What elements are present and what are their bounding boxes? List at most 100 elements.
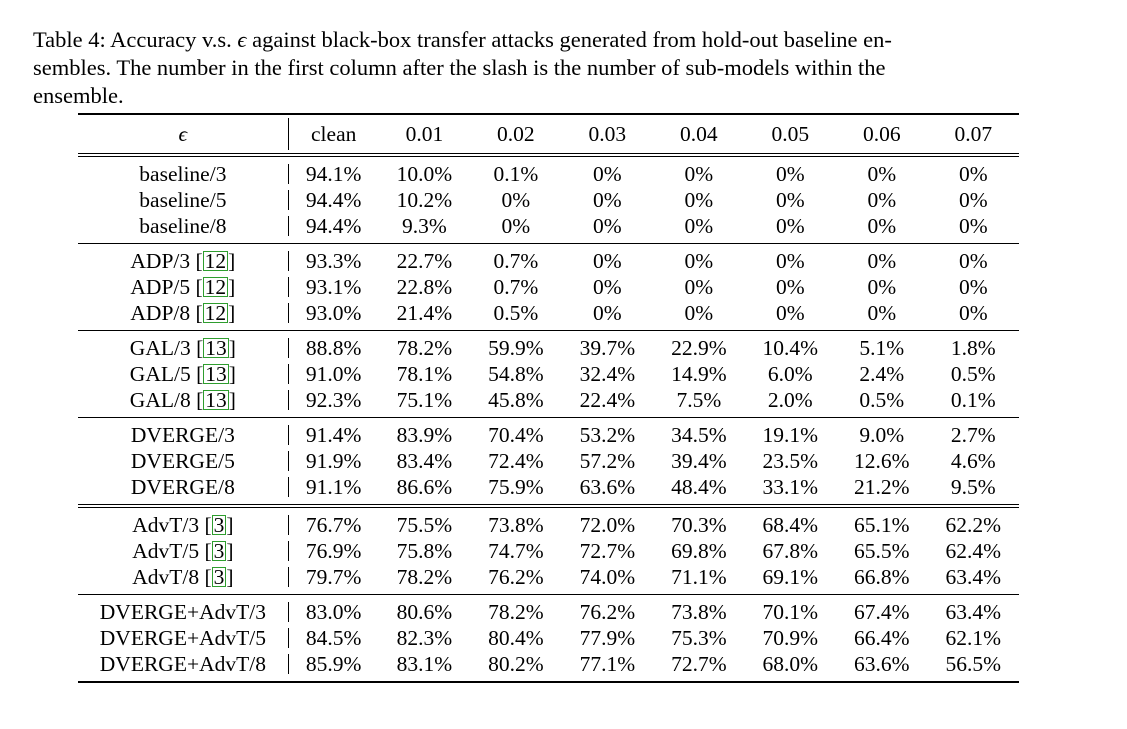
results-table: ϵ clean 0.01 0.02 0.03 0.04 0.05 0.06 0.… <box>78 113 1019 683</box>
citation-link[interactable]: 3 <box>211 512 227 537</box>
method-cell: DVERGE+AdvT/8 <box>78 652 288 677</box>
accuracy-cell: 80.2% <box>488 651 544 676</box>
accuracy-cell: 0% <box>684 213 714 238</box>
cite-bracket: [ <box>196 387 204 412</box>
caption-text: against black-box transfer attacks gener… <box>246 27 892 52</box>
cite-bracket: ] <box>228 387 236 412</box>
row-group: AdvT/3 [3] 76.7% 75.5% 73.8% 72.0% 70.3% 68.4%… <box>78 508 1019 594</box>
method-cell: GAL/3 [13] <box>78 336 288 361</box>
row-group: baseline/3 94.1% 10.0% 0.1% 0% 0% 0% 0% 0% baseli… <box>78 157 1019 243</box>
accuracy-cell: 14.9% <box>671 361 727 386</box>
accuracy-cell: 93.0% <box>305 300 362 325</box>
accuracy-cell: 78.2% <box>396 564 453 589</box>
accuracy-cell: 65.1% <box>854 512 910 537</box>
caption-line-3: ensemble. <box>33 83 124 108</box>
accuracy-cell: 72.7% <box>671 651 727 676</box>
accuracy-cell: 91.1% <box>305 474 362 499</box>
table-row: ADP/5 [12] 93.1% 22.8% 0.7% 0% 0% 0% 0% 0% <box>78 274 1019 300</box>
accuracy-cell: 67.4% <box>854 599 910 624</box>
accuracy-cell: 0% <box>775 248 805 273</box>
accuracy-cell: 94.4% <box>305 187 362 212</box>
accuracy-cell: 76.2% <box>579 599 636 624</box>
table-row: GAL/5 [13] 91.0% 78.1% 54.8% 32.4% 14.9% 6.0% 2… <box>78 361 1019 387</box>
column-separator <box>287 216 289 236</box>
accuracy-cell: 0% <box>684 274 714 299</box>
cite-bracket: ] <box>226 512 234 537</box>
accuracy-cell: 77.9% <box>579 625 636 650</box>
column-separator <box>287 164 289 184</box>
row-group: GAL/3 [13] 88.8% 78.2% 59.9% 39.7% 22.9% 10.4%… <box>78 331 1019 417</box>
accuracy-cell: 80.6% <box>396 599 453 624</box>
accuracy-cell: 67.8% <box>762 538 819 563</box>
citation-link[interactable]: 12 <box>202 300 229 325</box>
accuracy-cell: 0.5% <box>950 361 996 386</box>
accuracy-cell: 21.4% <box>396 300 453 325</box>
citation-link[interactable]: 13 <box>203 335 229 360</box>
column-separator <box>287 654 289 674</box>
accuracy-cell: 91.4% <box>305 422 362 447</box>
accuracy-cell: 0% <box>684 161 714 186</box>
method-cell: AdvT/3 [3] <box>78 513 288 538</box>
header-cell: 0.04 <box>680 121 718 146</box>
accuracy-cell: 86.6% <box>396 474 453 499</box>
accuracy-cell: 62.4% <box>945 538 1002 563</box>
accuracy-cell: 0% <box>958 274 988 299</box>
accuracy-cell: 93.3% <box>305 248 362 273</box>
accuracy-cell: 93.1% <box>305 274 362 299</box>
accuracy-cell: 0% <box>958 187 988 212</box>
accuracy-cell: 92.3% <box>305 387 362 412</box>
table-row: GAL/3 [13] 88.8% 78.2% 59.9% 39.7% 22.9% 10.4%… <box>78 335 1019 361</box>
column-separator <box>287 451 289 471</box>
accuracy-cell: 70.3% <box>671 512 727 537</box>
epsilon-symbol: ϵ <box>237 27 247 52</box>
table-row: AdvT/8 [3] 79.7% 78.2% 76.2% 74.0% 71.1% 69.1%… <box>78 564 1019 590</box>
accuracy-cell: 78.1% <box>396 361 453 386</box>
row-group: DVERGE/3 91.4% 83.9% 70.4% 53.2% 34.5% 19.1% 9.… <box>78 418 1019 504</box>
accuracy-cell: 21.2% <box>854 474 910 499</box>
accuracy-cell: 88.8% <box>305 335 362 360</box>
accuracy-cell: 91.9% <box>305 448 362 473</box>
cite-bracket: ] <box>228 248 236 273</box>
table-row: baseline/5 94.4% 10.2% 0% 0% 0% 0% 0% 0% <box>78 187 1019 213</box>
cite-bracket: ] <box>228 274 236 299</box>
accuracy-cell: 2.0% <box>767 387 813 412</box>
table-row: AdvT/5 [3] 76.9% 75.8% 74.7% 72.7% 69.8% 67.8%… <box>78 538 1019 564</box>
citation-link[interactable]: 12 <box>202 274 229 299</box>
header-cell: clean <box>311 121 357 146</box>
accuracy-cell: 63.6% <box>854 651 910 676</box>
accuracy-cell: 0% <box>593 248 622 273</box>
accuracy-cell: 82.3% <box>396 625 453 650</box>
citation-link[interactable]: 13 <box>203 387 229 412</box>
accuracy-cell: 0% <box>593 274 622 299</box>
method-name: ADP/3 <box>130 248 196 273</box>
accuracy-cell: 0.1% <box>950 387 996 412</box>
accuracy-cell: 0% <box>958 300 988 325</box>
accuracy-cell: 0% <box>867 248 897 273</box>
accuracy-cell: 1.8% <box>950 335 996 360</box>
citation-link[interactable]: 12 <box>202 248 229 273</box>
accuracy-cell: 91.0% <box>305 361 362 386</box>
citation-link[interactable]: 3 <box>211 564 227 589</box>
cite-bracket: ] <box>228 335 236 360</box>
header-row: ϵ clean 0.01 0.02 0.03 0.04 0.05 0.06 0.… <box>78 115 1019 153</box>
cite-bracket: ] <box>228 361 236 386</box>
accuracy-cell: 72.4% <box>488 448 544 473</box>
citation-link[interactable]: 3 <box>211 538 227 563</box>
accuracy-cell: 0% <box>867 161 897 186</box>
group-rule <box>78 330 1019 331</box>
method-name: baseline/3 <box>139 161 227 186</box>
accuracy-cell: 74.7% <box>488 538 544 563</box>
citation-link[interactable]: 13 <box>203 361 229 386</box>
accuracy-cell: 10.4% <box>762 335 819 360</box>
cite-bracket: [ <box>196 361 204 386</box>
accuracy-cell: 0% <box>775 274 805 299</box>
column-separator <box>287 364 289 384</box>
accuracy-cell: 0.5% <box>493 300 539 325</box>
top-rule <box>78 113 1019 115</box>
method-name: ADP/5 <box>130 274 196 299</box>
accuracy-cell: 83.4% <box>396 448 453 473</box>
column-separator <box>287 338 289 358</box>
header-cell: 0.07 <box>954 121 993 146</box>
caption-line-2: sembles. The number in the first column … <box>33 55 886 80</box>
accuracy-cell: 0% <box>501 213 531 238</box>
